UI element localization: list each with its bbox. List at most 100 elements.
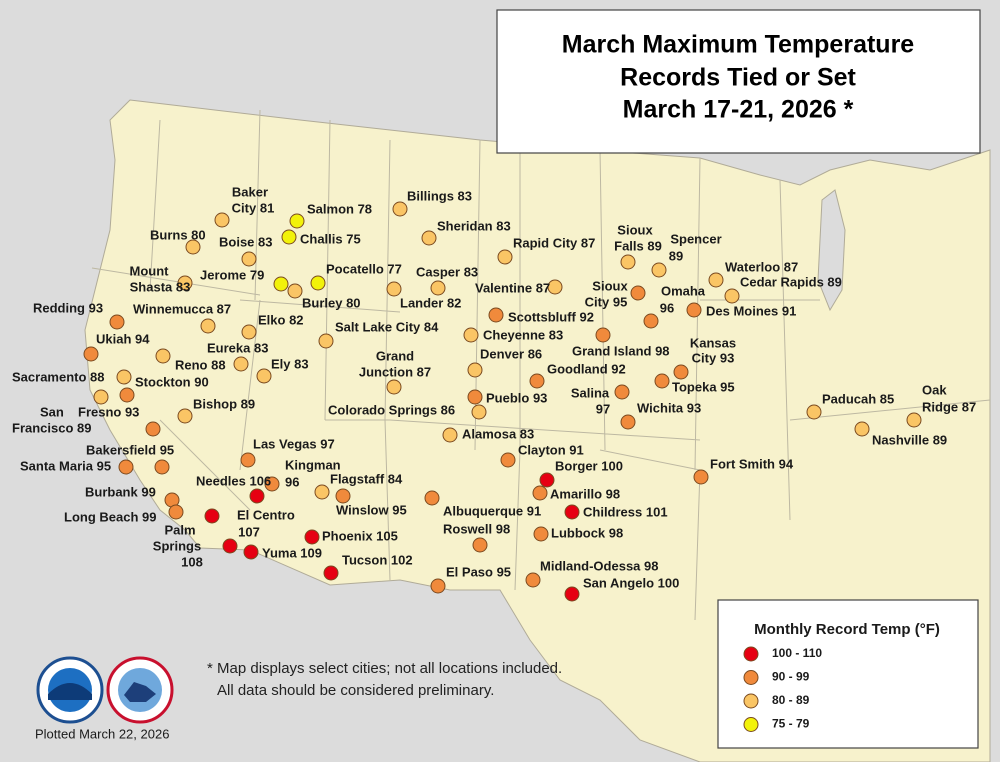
city-label: Grand [376, 348, 414, 363]
city-label: Challis 75 [300, 231, 361, 246]
nws-logo [106, 656, 174, 724]
city-label: Needles 106 [196, 473, 271, 488]
city-marker [564, 504, 580, 520]
city-marker [154, 459, 170, 475]
city-marker [421, 230, 437, 246]
city-marker [488, 307, 504, 323]
city-marker [643, 313, 659, 329]
city-marker [547, 279, 563, 295]
legend-label: 75 - 79 [772, 717, 810, 731]
city-marker [109, 314, 125, 330]
city-marker [177, 408, 193, 424]
city-marker [467, 362, 483, 378]
city-marker [651, 262, 667, 278]
city-label: Pocatello 77 [326, 261, 402, 276]
city-label: 107 [238, 524, 260, 539]
city-marker [116, 369, 132, 385]
city-label: Salt Lake City 84 [335, 319, 439, 334]
city-label: San [40, 404, 64, 419]
city-label: 96 [285, 474, 299, 489]
city-label: Palm [164, 522, 195, 537]
city-label: Fresno 93 [78, 404, 139, 419]
city-label: Rapid City 87 [513, 235, 595, 250]
city-label: Billings 83 [407, 188, 472, 203]
footnote: * Map displays select cities; not all lo… [207, 660, 562, 677]
city-label: Des Moines 91 [706, 303, 796, 318]
city-marker [854, 421, 870, 437]
city-label: El Paso 95 [446, 564, 511, 579]
city-marker [241, 324, 257, 340]
city-marker [529, 373, 545, 389]
city-marker [467, 389, 483, 405]
city-label: Mount [130, 263, 170, 278]
city-label: Wichita 93 [637, 400, 701, 415]
city-marker [119, 387, 135, 403]
city-marker [686, 302, 702, 318]
city-label: Midland-Odessa 98 [540, 558, 658, 573]
city-marker [472, 537, 488, 553]
city-marker [392, 201, 408, 217]
city-label: 89 [669, 248, 683, 263]
title: March Maximum Temperature [562, 31, 915, 59]
city-marker [471, 404, 487, 420]
city-label: Sacramento 88 [12, 369, 105, 384]
city-marker [614, 384, 630, 400]
city-label: Burley 80 [302, 295, 361, 310]
city-marker [155, 348, 171, 364]
city-marker [532, 485, 548, 501]
city-label: Eureka 83 [207, 340, 268, 355]
city-label: Stockton 90 [135, 374, 209, 389]
city-marker [525, 572, 541, 588]
city-label: Childress 101 [583, 504, 668, 519]
city-label: City 95 [585, 294, 628, 309]
city-label: Winslow 95 [336, 502, 407, 517]
city-label: Baker [232, 184, 268, 199]
legend-title: Monthly Record Temp (°F) [754, 621, 940, 638]
city-label: San Angelo 100 [583, 575, 679, 590]
city-marker [335, 488, 351, 504]
legend-label: 80 - 89 [772, 693, 810, 707]
city-marker [564, 586, 580, 602]
city-label: City 81 [232, 200, 275, 215]
city-marker [310, 275, 326, 291]
city-label: Salmon 78 [307, 201, 372, 216]
city-label: Burns 80 [150, 227, 206, 242]
city-label: Paducah 85 [822, 391, 894, 406]
city-label: Kansas [690, 335, 736, 350]
city-label: Salina [571, 385, 610, 400]
city-label: 97 [596, 401, 610, 416]
city-marker [708, 272, 724, 288]
city-label: Denver 86 [480, 346, 542, 361]
city-marker [93, 389, 109, 405]
city-label: Lubbock 98 [551, 525, 623, 540]
city-marker [168, 504, 184, 520]
city-label: Jerome 79 [200, 267, 264, 282]
title-box [496, 9, 981, 154]
city-marker [222, 538, 238, 554]
city-label: Kingman [285, 457, 341, 472]
city-label: Albuquerque 91 [443, 503, 541, 518]
city-marker [256, 368, 272, 384]
city-label: Oak [922, 382, 947, 397]
legend-marker [743, 717, 759, 732]
city-marker [620, 254, 636, 270]
city-label: Francisco 89 [12, 420, 92, 435]
city-label: Fort Smith 94 [710, 456, 794, 471]
legend-box [717, 599, 979, 749]
city-label: City 93 [692, 350, 735, 365]
city-label: Ely 83 [271, 356, 309, 371]
city-label: Boise 83 [219, 234, 272, 249]
city-marker [204, 508, 220, 524]
city-marker [118, 459, 134, 475]
city-marker [241, 251, 257, 267]
legend-marker [743, 693, 759, 709]
city-label: Redding 93 [33, 300, 103, 315]
city-marker [620, 414, 636, 430]
city-label: Topeka 95 [672, 379, 735, 394]
city-label: Winnemucca 87 [133, 301, 231, 316]
city-label: Elko 82 [258, 312, 304, 327]
noaa-logo [36, 656, 104, 724]
city-marker [806, 404, 822, 420]
city-marker [386, 281, 402, 297]
city-label: Phoenix 105 [322, 528, 398, 543]
